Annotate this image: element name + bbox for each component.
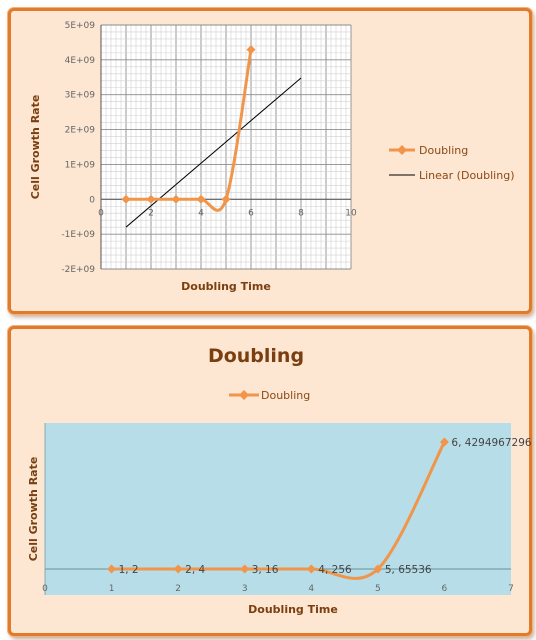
data-labels: 1, 2 2, 4 3, 16 4, 256 5, 65536 6, 4294967296 xyxy=(119,437,532,576)
data-point xyxy=(146,194,156,204)
y-tick-label: 0 xyxy=(89,195,95,205)
x-tick-label: 6 xyxy=(248,208,254,218)
x-tick-label: 1 xyxy=(109,584,115,594)
series-doubling xyxy=(121,45,256,212)
data-point xyxy=(439,437,449,447)
x-axis-ticks: 0 2 4 6 8 10 xyxy=(98,208,357,218)
data-point xyxy=(221,194,231,204)
legend-marker-doubling xyxy=(397,145,407,155)
y-tick-label: 3E+09 xyxy=(65,91,96,101)
data-point xyxy=(196,194,206,204)
data-label: 6, 4294967296 xyxy=(451,437,531,449)
y-axis-title: Cell Growth Rate xyxy=(27,457,40,562)
data-label: 4, 256 xyxy=(318,564,352,576)
x-tick-label: 6 xyxy=(442,584,448,594)
legend: Doubling xyxy=(229,389,310,402)
data-label: 2, 4 xyxy=(185,564,205,576)
chart-panel-top: 5E+09 4E+09 3E+09 2E+09 1E+09 0 -1E+09 -2E+09 0… xyxy=(8,8,532,314)
x-tick-label: 5 xyxy=(375,584,381,594)
legend-marker-doubling xyxy=(239,390,249,400)
y-tick-label: -1E+09 xyxy=(61,230,95,240)
x-axis-title: Doubling Time xyxy=(181,280,271,293)
data-point xyxy=(240,564,250,574)
data-label: 5, 65536 xyxy=(385,564,432,576)
data-point xyxy=(173,564,183,574)
x-tick-label: 7 xyxy=(508,584,514,594)
line-chart: Doubling Doubling 0 1 2 3 4 5 6 7 1, 2 2, 4 3, 16… xyxy=(27,345,532,616)
grid xyxy=(100,24,352,270)
y-tick-label: -2E+09 xyxy=(61,265,95,275)
legend: Doubling Linear (Doubling) xyxy=(389,144,515,182)
legend-label-doubling: Doubling xyxy=(261,389,310,402)
scatter-chart: 5E+09 4E+09 3E+09 2E+09 1E+09 0 -1E+09 -2E+09 0… xyxy=(29,21,515,293)
data-point xyxy=(171,194,181,204)
x-tick-label: 2 xyxy=(175,584,181,594)
plot-area xyxy=(45,423,511,595)
series-doubling xyxy=(107,437,449,580)
data-point xyxy=(121,194,131,204)
x-tick-label: 8 xyxy=(298,208,304,218)
trendline-linear xyxy=(125,77,302,228)
x-tick-label: 4 xyxy=(198,208,204,218)
chart-panel-bottom: Doubling Doubling 0 1 2 3 4 5 6 7 1, 2 2, 4 3, 16… xyxy=(8,326,532,636)
trendline xyxy=(125,77,302,228)
x-tick-label: 4 xyxy=(308,584,314,594)
data-point xyxy=(373,564,383,574)
x-tick-label: 0 xyxy=(42,584,48,594)
x-axis-ticks: 0 1 2 3 4 5 6 7 xyxy=(42,584,514,594)
legend-label-linear: Linear (Doubling) xyxy=(419,169,515,182)
y-tick-label: 4E+09 xyxy=(65,56,96,66)
x-tick-label: 0 xyxy=(98,208,104,218)
data-point xyxy=(246,45,256,55)
chart-title: Doubling xyxy=(208,345,304,367)
x-tick-label: 3 xyxy=(242,584,248,594)
y-tick-label: 2E+09 xyxy=(65,126,96,136)
data-label: 3, 16 xyxy=(252,564,279,576)
data-point xyxy=(107,564,117,574)
data-label: 1, 2 xyxy=(119,564,139,576)
y-axis-ticks: 5E+09 4E+09 3E+09 2E+09 1E+09 0 -1E+09 -2E+09 xyxy=(61,21,95,275)
legend-label-doubling: Doubling xyxy=(419,144,468,157)
x-axis-title: Doubling Time xyxy=(248,603,338,616)
y-tick-label: 1E+09 xyxy=(65,160,96,170)
x-tick-label: 10 xyxy=(345,208,357,218)
y-tick-label: 5E+09 xyxy=(65,21,96,31)
x-tick-label: 2 xyxy=(148,208,154,218)
y-axis-title: Cell Growth Rate xyxy=(29,95,42,200)
data-point xyxy=(306,564,316,574)
